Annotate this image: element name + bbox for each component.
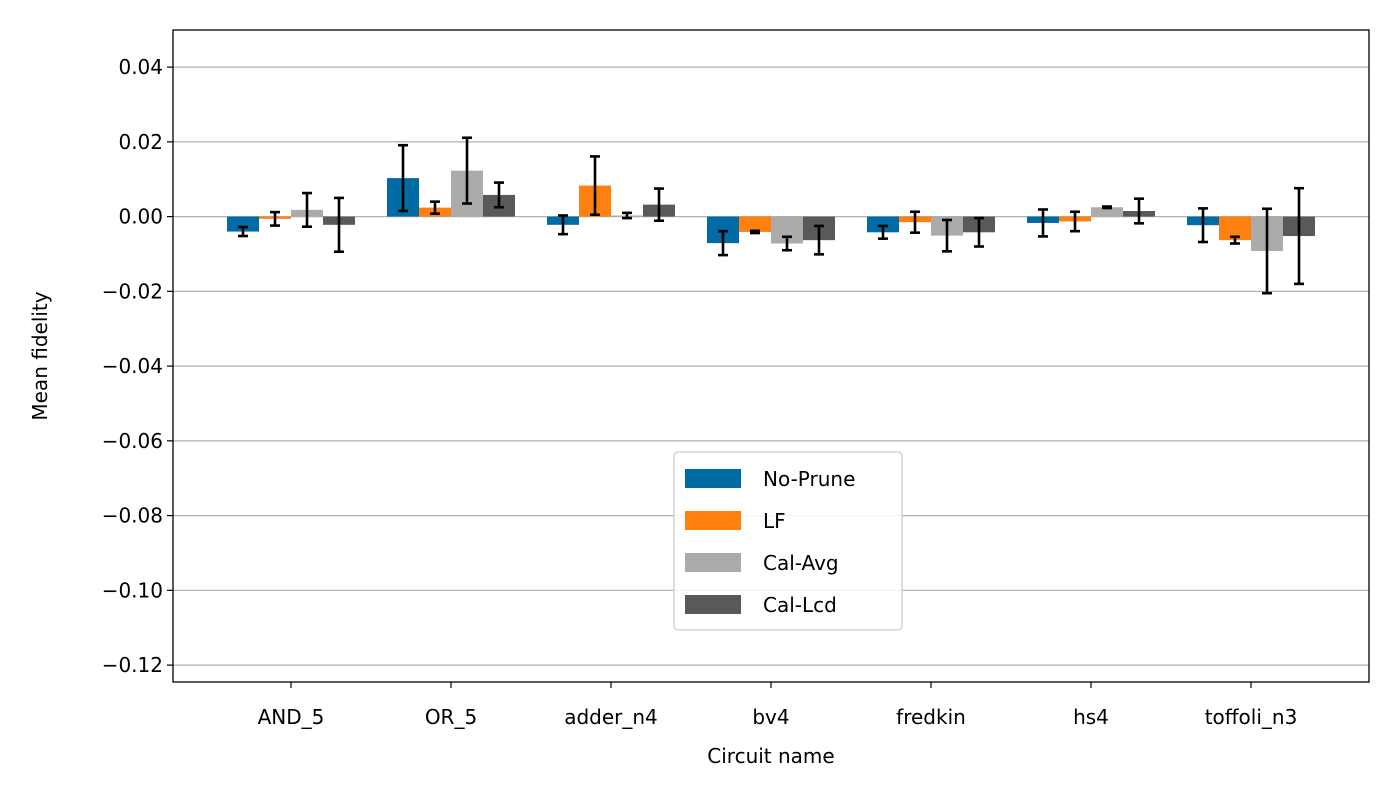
legend-swatch [685,595,741,614]
legend-swatch [685,553,741,572]
x-tick-label: bv4 [752,705,789,729]
bar [1219,216,1251,241]
grid-lines [173,66,1369,666]
y-axis-label: Mean fidelity [28,291,52,420]
bars [227,170,1315,251]
x-tick-label: toffoli_n3 [1205,705,1298,729]
legend-swatch [685,469,741,488]
error-bars [238,136,1304,295]
y-tick-label: −0.02 [102,279,163,303]
bar [227,216,259,232]
y-tick-label: 0.02 [118,130,163,154]
bar [1091,207,1123,217]
legend-swatch [685,511,741,530]
legend: No-Prune LF Cal-Avg Cal-Lcd [673,451,903,631]
legend-frame [673,451,903,631]
x-tick-label: AND_5 [258,705,325,729]
y-tick-label: −0.10 [102,578,163,602]
y-tick-label: −0.08 [102,504,163,528]
y-tick-label: −0.12 [102,653,163,677]
legend-label: LF [763,509,786,533]
bar [739,216,771,232]
legend-label: No-Prune [763,467,855,491]
x-tick-label: hs4 [1073,705,1109,729]
x-axis-ticks: AND_5 OR_5 adder_n4 bv4 fredkin hs4 toffoli_n3 [258,682,1298,729]
x-tick-label: adder_n4 [564,705,658,729]
y-tick-label: −0.04 [102,354,163,378]
y-tick-label: −0.06 [102,429,163,453]
y-tick-label: 0.00 [118,205,163,229]
x-tick-label: OR_5 [425,705,477,729]
y-tick-label: 0.04 [118,55,163,79]
y-axis-ticks: 0.04 0.02 0.00 −0.02 −0.04 −0.06 −0.08 −0.10 −0.… [102,55,173,677]
x-tick-label: fredkin [896,705,966,729]
bar [867,216,899,233]
x-axis-label: Circuit name [707,744,834,768]
legend-label: Cal-Avg [763,551,839,575]
legend-label: Cal-Lcd [763,593,837,617]
